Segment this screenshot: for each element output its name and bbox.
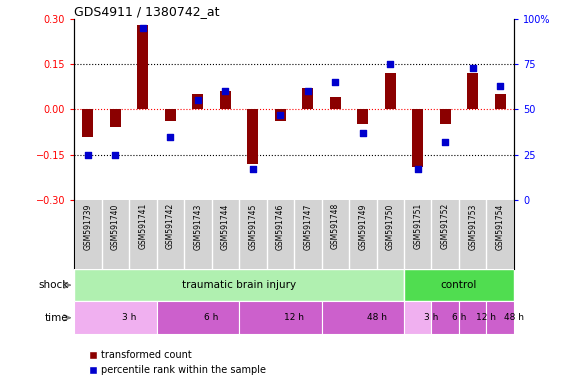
- Bar: [165, 109, 176, 121]
- Text: GSM591753: GSM591753: [468, 203, 477, 250]
- Point: [194, 98, 203, 104]
- Bar: [192, 94, 203, 109]
- Text: GSM591751: GSM591751: [413, 203, 422, 249]
- Bar: [432, 301, 459, 334]
- Point: [83, 152, 93, 158]
- Bar: [385, 73, 396, 109]
- Bar: [74, 301, 156, 334]
- Text: GSM591748: GSM591748: [331, 203, 340, 249]
- Point: [413, 166, 423, 172]
- Text: shock: shock: [38, 280, 69, 290]
- Point: [111, 152, 120, 158]
- Bar: [302, 88, 313, 109]
- Bar: [275, 109, 286, 121]
- Text: 48 h: 48 h: [367, 313, 387, 322]
- Bar: [404, 301, 432, 334]
- Point: [496, 83, 505, 89]
- Text: 3 h: 3 h: [424, 313, 439, 322]
- Text: GSM591741: GSM591741: [138, 203, 147, 249]
- Point: [358, 130, 367, 136]
- Text: GSM591754: GSM591754: [496, 203, 505, 250]
- Point: [441, 139, 450, 145]
- Text: GSM591746: GSM591746: [276, 203, 285, 250]
- Text: GDS4911 / 1380742_at: GDS4911 / 1380742_at: [74, 5, 220, 18]
- Bar: [440, 109, 451, 124]
- Text: time: time: [45, 313, 69, 323]
- Text: 48 h: 48 h: [504, 313, 524, 322]
- Bar: [486, 301, 514, 334]
- Text: GSM591750: GSM591750: [386, 203, 395, 250]
- Bar: [321, 301, 404, 334]
- Bar: [220, 91, 231, 109]
- Point: [166, 134, 175, 140]
- Point: [138, 25, 147, 31]
- Text: GSM591745: GSM591745: [248, 203, 258, 250]
- Text: 12 h: 12 h: [284, 313, 304, 322]
- Text: control: control: [441, 280, 477, 290]
- Bar: [412, 109, 423, 167]
- Bar: [404, 269, 514, 301]
- Bar: [138, 25, 148, 109]
- Text: GSM591739: GSM591739: [83, 203, 93, 250]
- Bar: [247, 109, 258, 164]
- Point: [303, 88, 312, 94]
- Bar: [459, 301, 486, 334]
- Text: 12 h: 12 h: [476, 313, 496, 322]
- Text: GSM591752: GSM591752: [441, 203, 450, 249]
- Text: GSM591749: GSM591749: [358, 203, 367, 250]
- Text: GSM591744: GSM591744: [221, 203, 230, 250]
- Bar: [467, 73, 478, 109]
- Text: 3 h: 3 h: [122, 313, 136, 322]
- Bar: [239, 301, 321, 334]
- Point: [276, 112, 285, 118]
- Text: GSM591742: GSM591742: [166, 203, 175, 249]
- Point: [385, 61, 395, 68]
- Legend: transformed count, percentile rank within the sample: transformed count, percentile rank withi…: [85, 346, 270, 379]
- Bar: [82, 109, 94, 137]
- Point: [248, 166, 258, 172]
- Point: [468, 65, 477, 71]
- Text: traumatic brain injury: traumatic brain injury: [182, 280, 296, 290]
- Bar: [357, 109, 368, 124]
- Bar: [74, 269, 404, 301]
- Bar: [494, 94, 506, 109]
- Text: GSM591743: GSM591743: [194, 203, 202, 250]
- Text: GSM591740: GSM591740: [111, 203, 120, 250]
- Bar: [110, 109, 121, 127]
- Text: 6 h: 6 h: [204, 313, 219, 322]
- Bar: [156, 301, 239, 334]
- Point: [331, 79, 340, 86]
- Point: [221, 88, 230, 94]
- Text: GSM591747: GSM591747: [303, 203, 312, 250]
- Bar: [330, 98, 341, 109]
- Text: 6 h: 6 h: [452, 313, 466, 322]
